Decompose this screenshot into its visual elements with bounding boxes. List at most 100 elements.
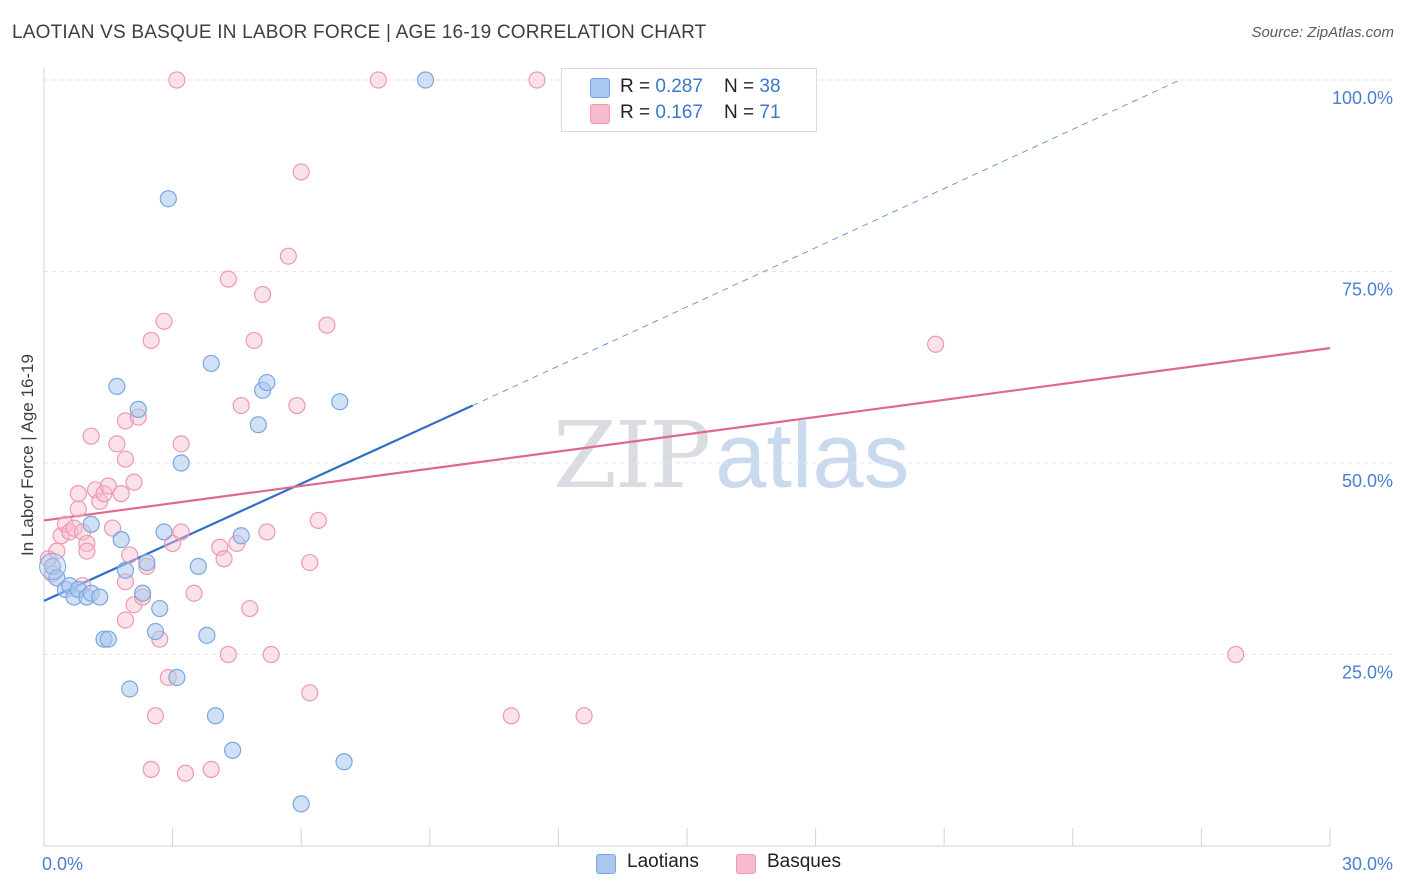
laotian-point [48, 569, 66, 587]
laotian-point [108, 377, 126, 395]
basque-point [309, 511, 327, 530]
laotian-point [121, 680, 139, 698]
laotians-legend-label: Laotians [627, 851, 699, 872]
laotian-point [159, 190, 177, 208]
basques-legend-label: Basques [767, 851, 841, 872]
basque-point [172, 435, 190, 453]
basque-point [288, 396, 306, 415]
laotian-point [151, 599, 169, 618]
basque-point [301, 684, 319, 702]
basque-point [318, 316, 336, 334]
basque-trend-line [43, 347, 1331, 522]
y-axis-label: In Labor Force | Age 16-19 [18, 354, 37, 556]
y-tick-label: 100.0% [1332, 88, 1393, 108]
laotian-point [416, 71, 435, 89]
r-label: R = [620, 76, 656, 97]
basque-point [369, 71, 387, 89]
basque-point [1227, 645, 1245, 664]
basque-point [103, 519, 122, 537]
axes [43, 68, 1331, 847]
basque-point [502, 707, 520, 725]
trend-lines [43, 79, 1331, 602]
basque-point [232, 396, 250, 415]
r-value: 0.287 [655, 76, 703, 97]
laotian-point [82, 515, 100, 533]
basques-swatch [590, 104, 610, 124]
laotians-legend-swatch [596, 854, 616, 874]
basque-point [108, 435, 126, 453]
n-label: N = [724, 102, 760, 123]
laotian-point [91, 588, 109, 606]
laotian-point [258, 373, 276, 392]
x-tick-label: 0.0% [42, 854, 83, 874]
laotian-point [129, 400, 147, 418]
basque-point [262, 645, 280, 664]
basque-point [142, 331, 160, 350]
basque-point [65, 519, 83, 537]
basque-point [116, 450, 135, 468]
basque-point [241, 599, 259, 618]
basque-point [927, 335, 945, 353]
r-label: R = [620, 102, 656, 123]
series-legend: Laotians Basques [0, 851, 1406, 879]
laotian-point [198, 626, 216, 644]
laotian-point [133, 584, 152, 602]
basque-point [155, 312, 173, 330]
basque-point [254, 285, 272, 304]
laotian-point [112, 530, 130, 549]
basque-point [142, 760, 160, 779]
r-value: 0.167 [655, 102, 703, 123]
laotian-point [146, 622, 165, 641]
basque-point [116, 412, 135, 430]
laotian-point [232, 527, 250, 545]
basque-point [78, 542, 96, 560]
laotian-point [39, 552, 67, 580]
basque-point [219, 270, 237, 288]
tick-labels: 25.0% 50.0% 75.0% 100.0% 0.0% 30.0% [42, 88, 1393, 874]
basque-point [116, 611, 135, 629]
basque-point [176, 764, 195, 782]
basque-point [219, 645, 237, 664]
basque-point [528, 71, 546, 89]
laotian-point [99, 630, 117, 648]
laotian-point [224, 741, 242, 759]
n-value: 38 [759, 76, 781, 97]
basque-point [202, 760, 220, 779]
y-tick-label: 25.0% [1342, 663, 1393, 683]
basque-point [69, 485, 87, 503]
basque-point [168, 71, 186, 89]
basque-point [172, 523, 190, 541]
laotian-point [331, 393, 349, 411]
legend-basques-stats: R = 0.167 N = 71 [620, 102, 781, 124]
basques-legend-swatch [736, 854, 756, 874]
laotian-point [335, 753, 353, 771]
laotian-point [202, 354, 220, 373]
y-tick-label: 50.0% [1342, 471, 1393, 491]
watermark: ZIPatlas [553, 402, 910, 509]
laotian-point [249, 416, 267, 434]
basque-point [292, 163, 310, 181]
laotians-swatch [590, 78, 610, 98]
basque-point [146, 707, 165, 725]
laotian-point [292, 795, 310, 813]
n-value: 71 [759, 102, 781, 123]
basque-point [575, 707, 593, 725]
y-tick-label: 75.0% [1342, 280, 1393, 300]
laotian-point [206, 707, 225, 725]
laotian-point [189, 557, 207, 576]
laotian-trend-line [43, 404, 474, 602]
basque-point [99, 477, 117, 495]
watermark-atlas: atlas [715, 405, 910, 507]
basque-point [185, 584, 203, 602]
source-label: Source: ZipAtlas.com [1251, 24, 1394, 41]
basque-point [215, 550, 233, 568]
laotian-point [116, 561, 135, 579]
basque-point [301, 553, 319, 572]
basque-point [82, 427, 100, 445]
basque-point [112, 485, 130, 503]
correlation-legend: R = 0.287 N = 38 R = 0.167 N = 71 [561, 68, 817, 132]
data-points [39, 71, 1245, 813]
x-tick-label: 30.0% [1342, 854, 1393, 874]
laotian-point [168, 668, 186, 687]
